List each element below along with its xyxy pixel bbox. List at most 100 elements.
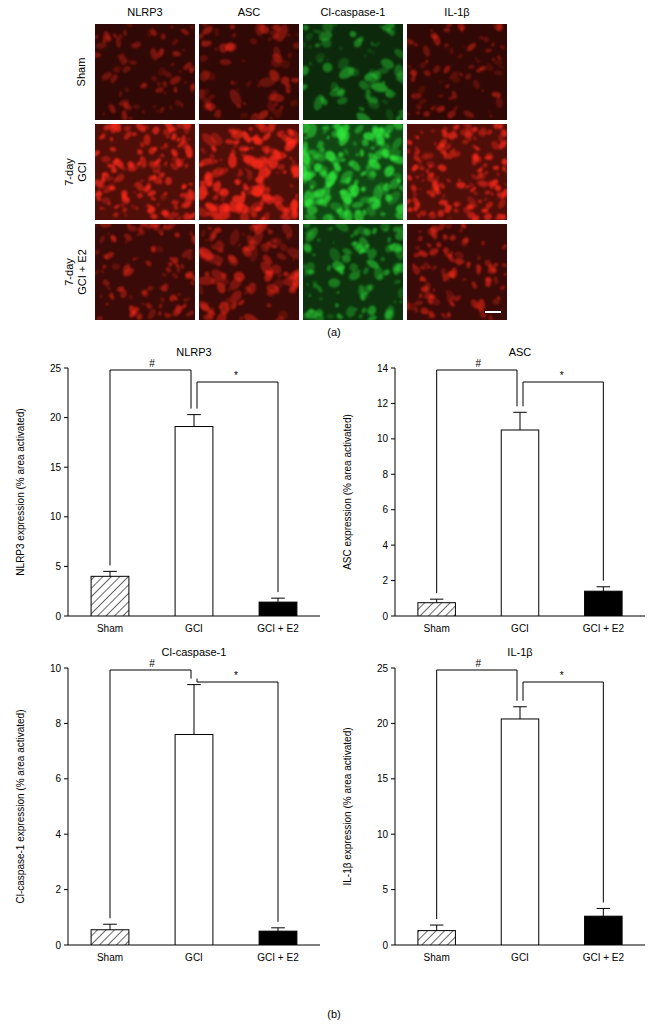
cell-blob xyxy=(358,313,364,319)
cell-blob xyxy=(116,53,123,61)
cell-blob xyxy=(99,131,106,139)
cell-blob xyxy=(417,246,421,248)
cell-blob xyxy=(382,268,391,276)
cell-blob xyxy=(295,33,299,36)
cell-blob xyxy=(156,202,161,208)
cell-blob xyxy=(312,187,326,198)
cell-blob xyxy=(238,168,243,174)
cell-blob xyxy=(440,125,449,134)
cell-blob xyxy=(289,287,297,294)
tile-texture xyxy=(95,224,195,320)
chart-title: ASC xyxy=(509,346,532,358)
cell-blob xyxy=(247,229,266,250)
bar xyxy=(585,916,623,945)
cell-blob xyxy=(129,41,137,49)
cell-blob xyxy=(171,151,178,158)
cell-blob xyxy=(485,49,492,53)
cell-blob xyxy=(435,241,442,248)
tile-texture xyxy=(199,124,299,220)
cell-blob xyxy=(431,129,435,133)
cell-blob xyxy=(124,240,128,244)
cell-blob xyxy=(182,49,185,52)
cell-blob xyxy=(159,48,164,57)
cell-blob xyxy=(213,108,223,119)
bar xyxy=(175,427,213,616)
cell-blob xyxy=(484,155,491,159)
y-tick xyxy=(64,616,68,617)
cell-blob xyxy=(241,59,246,63)
error-stem xyxy=(110,571,111,576)
tile-bg xyxy=(199,224,299,320)
cell-blob xyxy=(418,187,421,190)
cell-blob xyxy=(249,200,265,214)
y-tick-label: 20 xyxy=(377,718,389,729)
cell-blob xyxy=(451,296,459,301)
cell-blob xyxy=(303,268,314,278)
cell-blob xyxy=(420,167,424,171)
cell-blob xyxy=(168,74,182,86)
cell-blob xyxy=(236,105,241,108)
cell-blob xyxy=(469,298,481,310)
cell-blob xyxy=(148,175,153,181)
cell-blob xyxy=(477,257,480,260)
cell-blob xyxy=(98,198,101,201)
y-axis-line xyxy=(68,668,69,945)
cell-blob xyxy=(172,204,179,211)
cell-blob xyxy=(393,173,402,178)
tile-bg xyxy=(95,24,195,120)
cell-blob xyxy=(233,139,241,144)
y-axis-line xyxy=(68,368,69,616)
cell-blob xyxy=(123,58,129,63)
cell-blob xyxy=(472,152,480,165)
cell-blob xyxy=(277,274,282,279)
cell-blob xyxy=(489,129,493,134)
cell-blob xyxy=(151,244,165,254)
cell-blob xyxy=(303,224,312,229)
cell-blob xyxy=(420,130,424,134)
cell-blob xyxy=(303,177,308,185)
cell-blob xyxy=(314,163,322,172)
cell-blob xyxy=(291,209,299,219)
cell-blob xyxy=(474,192,478,195)
cell-blob xyxy=(200,229,206,238)
cell-blob xyxy=(214,227,222,233)
cell-blob xyxy=(255,108,270,120)
cell-blob xyxy=(99,294,104,299)
cell-blob xyxy=(123,29,128,36)
cell-blob xyxy=(361,307,368,314)
cell-blob xyxy=(171,272,179,280)
cell-blob xyxy=(393,266,400,275)
y-axis-label: NLRP3 expression (% area activated) xyxy=(15,408,26,575)
cell-blob xyxy=(303,170,309,177)
cell-blob xyxy=(277,164,285,171)
cell-blob xyxy=(199,180,206,187)
cell-blob xyxy=(167,313,173,317)
cell-blob xyxy=(364,243,370,249)
cell-blob xyxy=(102,112,106,116)
cell-blob xyxy=(368,48,372,53)
cell-blob xyxy=(407,199,411,203)
cell-blob xyxy=(475,269,481,276)
cell-blob xyxy=(199,281,206,297)
cell-blob xyxy=(502,166,507,171)
significance-label: # xyxy=(149,358,155,369)
significance-label: * xyxy=(234,670,238,681)
cell-blob xyxy=(171,157,175,161)
cell-blob xyxy=(396,224,403,233)
column-label: ASC xyxy=(238,6,261,18)
cell-blob xyxy=(208,130,225,148)
scale-bar xyxy=(485,311,501,313)
cell-blob xyxy=(337,313,341,318)
cell-blob xyxy=(358,106,365,111)
cell-blob xyxy=(212,194,219,202)
cell-blob xyxy=(312,253,316,257)
cell-blob xyxy=(309,185,314,190)
error-stem xyxy=(603,587,604,591)
cell-blob xyxy=(177,292,182,296)
cell-blob xyxy=(160,33,166,40)
cell-blob xyxy=(448,216,452,220)
cell-blob xyxy=(180,247,195,260)
cell-blob xyxy=(387,237,391,243)
cell-blob xyxy=(411,264,422,276)
cell-blob xyxy=(228,128,238,135)
